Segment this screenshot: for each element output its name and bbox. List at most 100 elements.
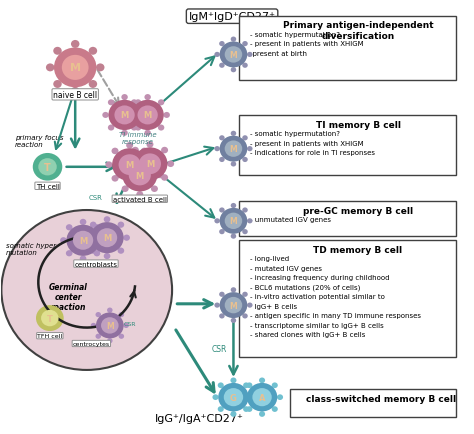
Circle shape <box>80 256 86 262</box>
Circle shape <box>36 306 64 331</box>
Circle shape <box>277 395 283 400</box>
Text: M: M <box>229 145 237 154</box>
Circle shape <box>38 159 57 176</box>
Circle shape <box>118 312 124 317</box>
Circle shape <box>164 113 170 118</box>
Circle shape <box>246 406 252 412</box>
Circle shape <box>108 100 114 106</box>
Text: - BCL6 mutations (20% of cells): - BCL6 mutations (20% of cells) <box>250 284 360 291</box>
Text: T: T <box>44 162 51 172</box>
Circle shape <box>230 411 237 417</box>
Circle shape <box>121 131 128 136</box>
Text: IgM⁺IgD⁺CD27⁺: IgM⁺IgD⁺CD27⁺ <box>189 12 275 22</box>
Text: -present at birth: -present at birth <box>250 50 307 56</box>
Text: M: M <box>103 233 111 243</box>
Circle shape <box>91 223 124 253</box>
Text: primary focus
reaction: primary focus reaction <box>15 135 64 148</box>
Circle shape <box>247 53 253 58</box>
Text: M: M <box>146 160 154 169</box>
Circle shape <box>71 88 80 95</box>
Circle shape <box>41 310 59 326</box>
Circle shape <box>243 406 249 412</box>
Circle shape <box>242 230 248 235</box>
Circle shape <box>71 41 80 49</box>
Circle shape <box>53 81 62 89</box>
Circle shape <box>90 248 97 254</box>
FancyBboxPatch shape <box>239 116 456 176</box>
Circle shape <box>219 230 225 235</box>
Text: TI immune
response: TI immune response <box>118 132 156 145</box>
Text: - increasing frequency during childhood: - increasing frequency during childhood <box>250 275 389 281</box>
Text: CSR: CSR <box>89 194 103 201</box>
Circle shape <box>231 288 236 293</box>
Text: CSR: CSR <box>124 322 136 326</box>
Circle shape <box>107 308 113 313</box>
Circle shape <box>118 248 124 254</box>
Circle shape <box>93 225 100 231</box>
Circle shape <box>126 181 133 188</box>
Circle shape <box>214 219 220 224</box>
Circle shape <box>242 292 248 297</box>
Circle shape <box>137 106 158 125</box>
Circle shape <box>129 165 151 186</box>
Text: T: T <box>47 314 53 323</box>
Text: TFH cell: TFH cell <box>37 333 63 339</box>
Circle shape <box>131 101 164 131</box>
Circle shape <box>242 158 248 163</box>
Circle shape <box>60 237 67 244</box>
Circle shape <box>104 217 110 223</box>
Text: - mutated IGV genes: - mutated IGV genes <box>250 265 321 271</box>
Circle shape <box>46 64 55 72</box>
Text: - Indications for role in TI responses: - Indications for role in TI responses <box>250 150 374 156</box>
Circle shape <box>135 100 141 106</box>
Circle shape <box>102 113 109 118</box>
Circle shape <box>105 162 112 168</box>
Text: M: M <box>144 111 152 120</box>
Circle shape <box>109 101 141 131</box>
Circle shape <box>157 172 164 179</box>
FancyBboxPatch shape <box>239 241 456 357</box>
Circle shape <box>95 312 101 317</box>
Circle shape <box>224 388 243 406</box>
Circle shape <box>218 383 249 411</box>
Circle shape <box>225 47 242 63</box>
Text: - transcriptome similar to IgG+ B cells: - transcriptome similar to IgG+ B cells <box>250 322 383 328</box>
Circle shape <box>231 132 236 137</box>
Circle shape <box>122 186 128 193</box>
Circle shape <box>125 113 132 118</box>
Circle shape <box>137 192 143 198</box>
Circle shape <box>219 42 225 47</box>
Circle shape <box>137 153 143 160</box>
Circle shape <box>118 222 124 228</box>
Circle shape <box>33 154 62 181</box>
Circle shape <box>151 159 158 165</box>
Text: TH cell: TH cell <box>36 183 59 189</box>
Circle shape <box>158 100 164 106</box>
Text: pre-GC memory B cell: pre-GC memory B cell <box>303 207 413 216</box>
Circle shape <box>89 81 97 89</box>
Circle shape <box>66 250 73 257</box>
Circle shape <box>111 176 118 182</box>
Circle shape <box>225 213 242 230</box>
Circle shape <box>219 63 225 69</box>
Circle shape <box>111 148 118 155</box>
Circle shape <box>231 318 236 323</box>
Text: - present in patients with XHIGM: - present in patients with XHIGM <box>250 140 363 146</box>
Circle shape <box>219 293 247 318</box>
Text: - present in patients with XHIGM: - present in patients with XHIGM <box>250 41 363 47</box>
Text: TI memory B cell: TI memory B cell <box>316 120 401 129</box>
Circle shape <box>259 378 265 383</box>
Text: - unmutated IGV genes: - unmutated IGV genes <box>250 217 330 223</box>
Circle shape <box>123 323 129 328</box>
Circle shape <box>66 225 100 256</box>
Circle shape <box>141 176 148 182</box>
Circle shape <box>219 136 225 141</box>
Circle shape <box>219 292 225 297</box>
Circle shape <box>161 148 168 154</box>
Circle shape <box>147 162 154 168</box>
Circle shape <box>225 141 242 158</box>
Circle shape <box>259 411 265 417</box>
Circle shape <box>95 334 101 339</box>
Circle shape <box>243 382 249 388</box>
Circle shape <box>107 339 113 344</box>
